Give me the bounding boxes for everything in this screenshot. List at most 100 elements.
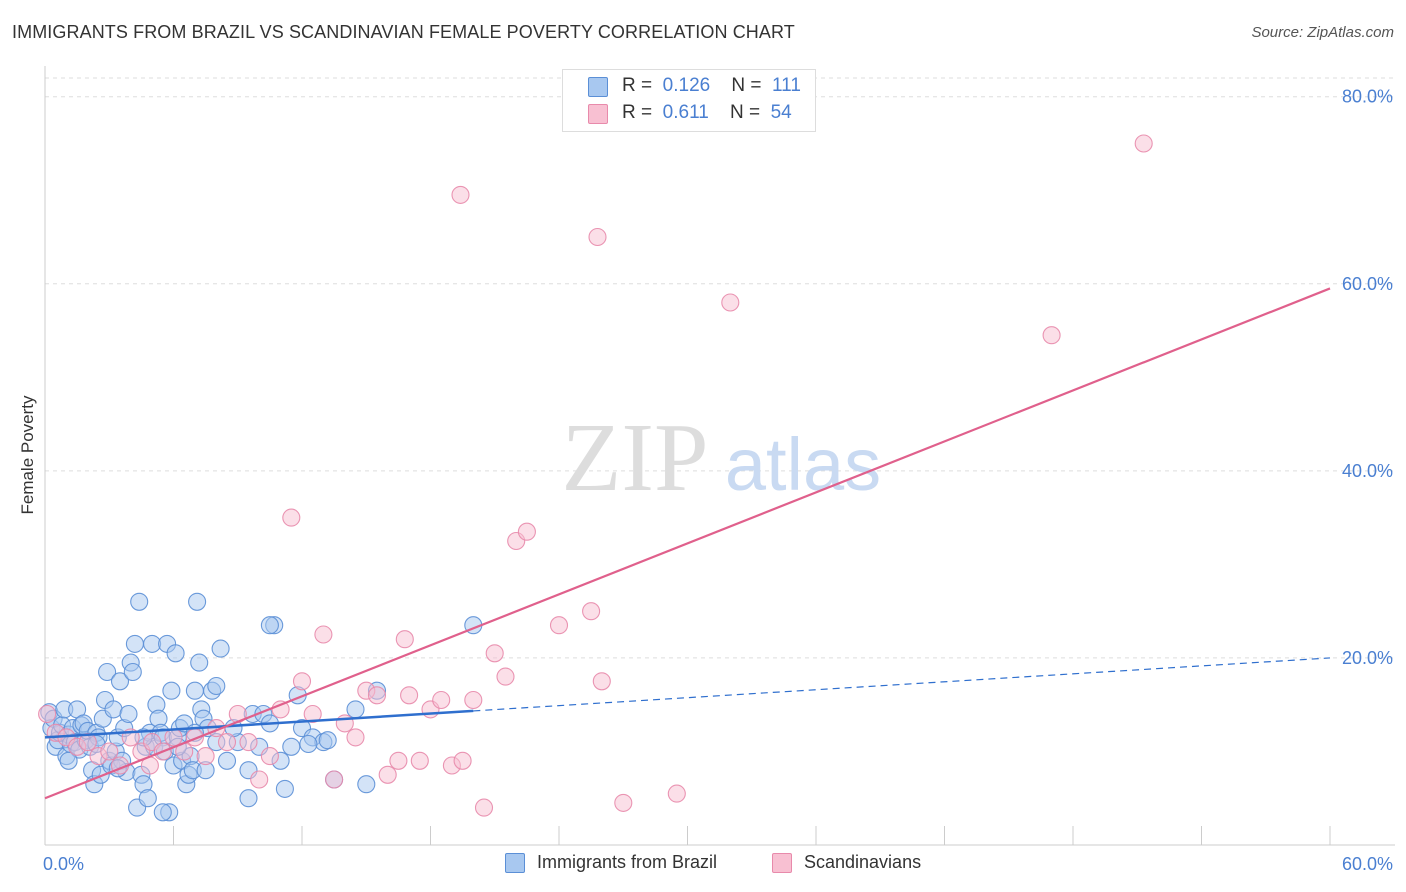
point-brazil (59, 751, 78, 770)
point-scandinavians (592, 672, 611, 691)
legend-r-value-scandinavians: 0.611 (662, 102, 709, 123)
point-brazil (217, 751, 237, 770)
point-brazil (104, 700, 123, 719)
point-scandinavians (667, 784, 686, 803)
point-brazil (125, 634, 144, 653)
point-scandinavians (325, 770, 344, 789)
point-scandinavians (395, 630, 414, 649)
point-brazil (153, 803, 172, 822)
point-brazil (98, 662, 117, 682)
point-brazil (119, 704, 138, 724)
point-brazil (143, 634, 162, 653)
legend-text-scandinavians: R = 0.611 N = 54 (622, 102, 792, 124)
legend-r-value-brazil: 0.126 (662, 75, 711, 96)
point-scandinavians (410, 751, 429, 770)
trend-line-scandinavians (44, 287, 1331, 800)
point-scandinavians (367, 686, 387, 705)
point-brazil (188, 592, 207, 611)
x-tick-label-min: 0.0% (43, 854, 84, 874)
legend-n-value-brazil: 111 (772, 75, 801, 96)
point-scandinavians (453, 751, 472, 770)
point-brazil (239, 789, 258, 808)
chart-title: IMMIGRANTS FROM BRAZIL VS SCANDINAVIAN F… (12, 22, 795, 42)
watermark-zip: ZIP (562, 404, 709, 512)
point-scandinavians (451, 185, 470, 204)
point-brazil (185, 681, 204, 700)
point-scandinavians (464, 690, 483, 710)
y-tick-label: 40.0% (1342, 461, 1393, 481)
legend-text-brazil: R = 0.126 N = 111 (622, 75, 801, 97)
point-scandinavians (614, 793, 633, 812)
point-scandinavians (549, 616, 569, 635)
correlation-legend: R = 0.126 N = 111 R = 0.611 N = 54 (562, 69, 816, 132)
bottom-legend-swatch-brazil (505, 853, 525, 874)
trend-line-brazil (44, 709, 474, 739)
point-brazil (162, 681, 181, 700)
point-brazil (275, 779, 294, 798)
point-brazil (346, 700, 365, 719)
point-scandinavians (196, 747, 215, 766)
point-brazil (260, 616, 279, 635)
bottom-legend-label-scandinavians: Scandinavians (804, 852, 922, 872)
point-scandinavians (250, 770, 269, 789)
legend-n-value-scandinavians: 54 (770, 102, 792, 123)
tick-labels: 20.0% 40.0% 60.0% 80.0% 0.0% 60.0% (43, 87, 1393, 874)
point-scandinavians (474, 798, 494, 817)
point-scandinavians (346, 728, 365, 747)
point-scandinavians (432, 690, 451, 710)
watermark: ZIP atlas (562, 404, 882, 512)
y-tick-label: 80.0% (1342, 87, 1393, 107)
legend-r-label-brazil: R = (622, 75, 653, 96)
axes (44, 66, 1395, 846)
point-brazil (190, 653, 209, 672)
bottom-legend-brazil: Immigrants from Brazil (505, 852, 718, 874)
point-scandinavians (588, 227, 607, 247)
point-brazil (130, 592, 149, 611)
point-scandinavians (400, 686, 419, 705)
point-scandinavians (38, 704, 57, 724)
legend-n-label-scandinavians: N = (729, 102, 761, 123)
point-scandinavians (282, 508, 301, 527)
x-tick-label-max: 60.0% (1342, 854, 1393, 874)
point-scandinavians (378, 765, 397, 784)
bottom-legend-label-brazil: Immigrants from Brazil (537, 852, 718, 872)
point-brazil (166, 644, 185, 663)
point-scandinavians (582, 602, 601, 621)
point-scandinavians (303, 704, 322, 724)
y-tick-label: 60.0% (1342, 274, 1393, 294)
legend-swatch-scandinavians (588, 104, 608, 124)
bottom-legend-swatch-scandinavians (772, 853, 792, 874)
point-scandinavians (100, 742, 119, 761)
legend-n-label-brazil: N = (731, 75, 762, 96)
point-scandinavians (721, 293, 740, 312)
point-scandinavians (517, 522, 536, 541)
source-note: Source: ZipAtlas.com (1251, 24, 1394, 41)
point-scandinavians (239, 733, 258, 752)
point-scandinavians (292, 672, 312, 691)
point-brazil (282, 737, 301, 756)
point-scandinavians (271, 700, 290, 719)
gridlines (45, 77, 1395, 659)
point-scandinavians (496, 667, 515, 686)
point-brazil (207, 676, 226, 696)
point-scandinavians (1042, 326, 1061, 345)
point-scandinavians (260, 747, 279, 766)
series-scandinavians (38, 134, 1153, 817)
point-brazil (211, 639, 230, 658)
point-brazil (138, 789, 157, 808)
point-brazil (123, 662, 142, 682)
point-brazil (357, 775, 376, 794)
point-scandinavians (314, 625, 333, 644)
y-tick-label: 20.0% (1342, 648, 1393, 668)
point-brazil (110, 672, 130, 691)
legend-r-label-scandinavians: R = (622, 102, 653, 123)
point-scandinavians (1134, 134, 1153, 153)
bottom-legend-scandinavians: Scandinavians (772, 852, 922, 874)
trend-lines (44, 287, 1331, 800)
point-brazil (299, 734, 318, 754)
point-scandinavians (485, 644, 504, 663)
point-scandinavians (164, 728, 183, 747)
legend-swatch-brazil (588, 77, 608, 97)
point-brazil (318, 731, 337, 750)
